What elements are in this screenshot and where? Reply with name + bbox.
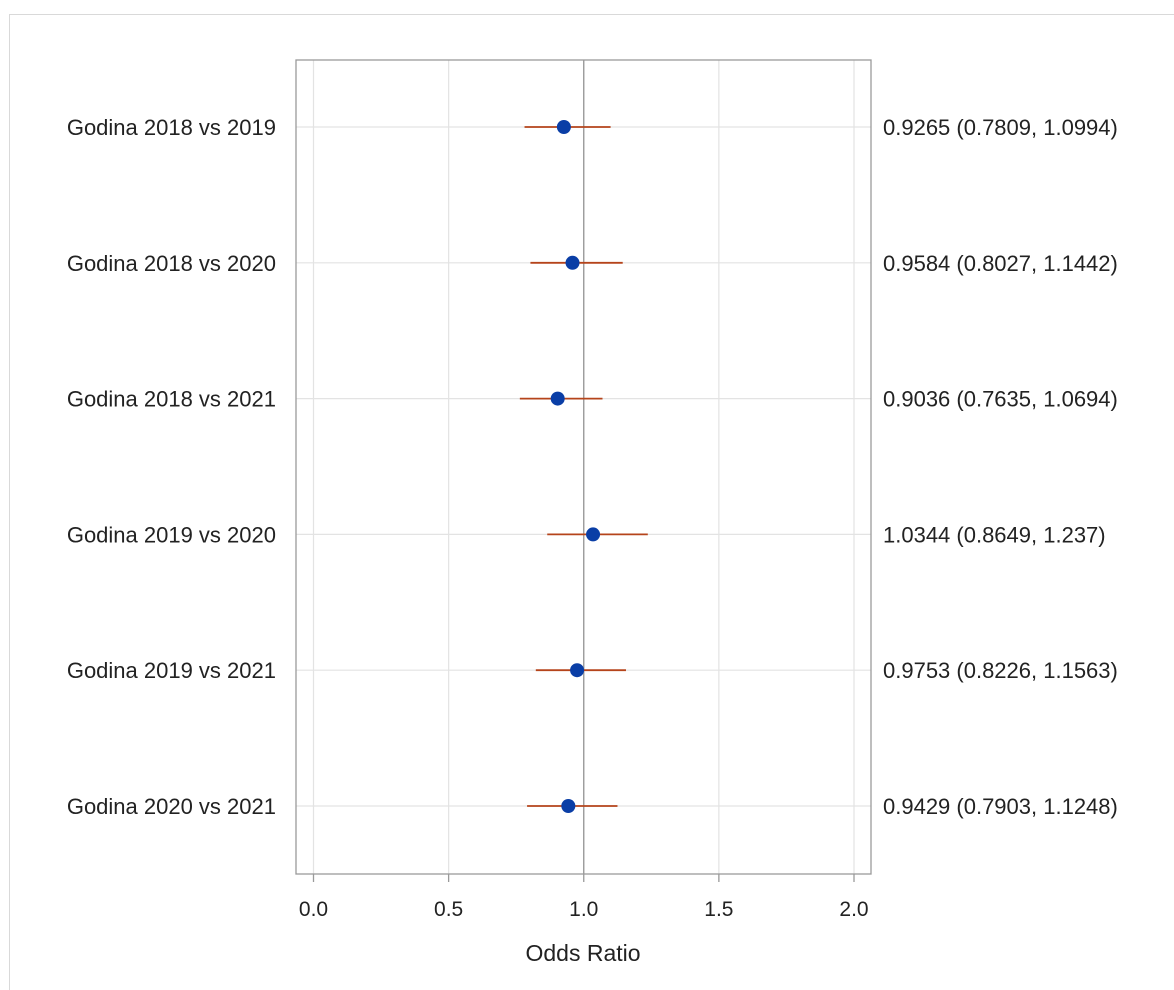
row-label: Godina 2020 vs 2021 [67,794,276,819]
x-axis: 0.0 0.5 1.0 1.5 2.0 [299,874,869,921]
x-tick-label: 1.0 [569,898,598,921]
row-label: Godina 2018 vs 2019 [67,115,276,140]
row-labels: Godina 2018 vs 2019 Godina 2018 vs 2020 Go… [67,115,276,819]
ci-value-label: 0.9265 (0.7809, 1.0994) [883,115,1118,140]
figure-frame [9,14,1174,990]
ci-value-label: 0.9584 (0.8027, 1.1442) [883,251,1118,276]
x-tick-label: 0.5 [434,898,463,921]
x-tick-label: 2.0 [839,898,868,921]
estimate-marker [570,663,585,678]
estimate-marker [565,255,580,270]
estimate-marker [550,391,565,406]
row-label: Godina 2018 vs 2021 [67,387,276,412]
x-axis-title: Odds Ratio [525,940,640,966]
ci-value-label: 0.9036 (0.7635, 1.0694) [883,387,1118,412]
estimate-marker [556,120,571,134]
row-label: Godina 2019 vs 2021 [67,658,276,683]
ci-value-label: 1.0344 (0.8649, 1.237) [883,522,1106,547]
ci-value-labels: 0.9265 (0.7809, 1.0994) 0.9584 (0.8027, 1… [883,115,1118,819]
x-tick-label: 1.5 [704,898,733,921]
x-tick-label: 0.0 [299,898,328,921]
estimate-marker [561,799,576,813]
ci-value-label: 0.9429 (0.7903, 1.1248) [883,794,1118,819]
row-label: Godina 2018 vs 2020 [67,251,276,276]
row-label: Godina 2019 vs 2020 [67,522,276,547]
estimate-marker [586,527,601,542]
grid-layer [296,60,871,874]
ci-value-label: 0.9753 (0.8226, 1.1563) [883,658,1118,683]
marker-layer [550,120,601,813]
